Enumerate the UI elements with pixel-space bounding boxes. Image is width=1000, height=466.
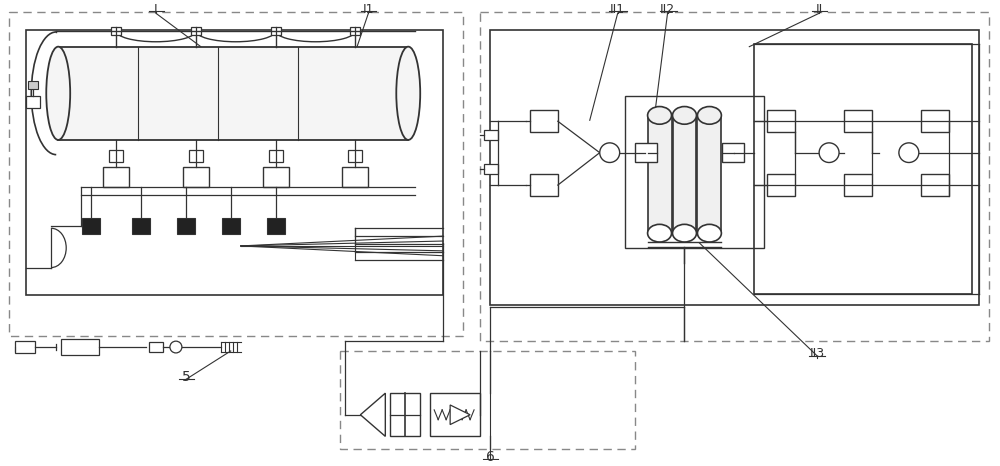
Ellipse shape <box>673 224 696 242</box>
Circle shape <box>170 341 182 353</box>
Bar <box>348 150 362 162</box>
Bar <box>28 81 38 89</box>
Text: I: I <box>154 3 158 16</box>
Bar <box>754 44 972 294</box>
Text: II: II <box>815 3 823 16</box>
Ellipse shape <box>396 47 420 140</box>
Bar <box>9 12 463 336</box>
Bar <box>530 110 558 132</box>
Circle shape <box>819 143 839 163</box>
Bar <box>921 110 949 132</box>
Bar <box>177 219 195 234</box>
Bar <box>697 116 721 233</box>
Bar <box>191 27 201 35</box>
Bar <box>490 30 979 305</box>
Bar <box>267 219 285 234</box>
Bar <box>183 167 209 187</box>
Bar <box>844 174 872 196</box>
Bar <box>430 393 480 436</box>
Bar <box>103 167 129 187</box>
Bar <box>844 110 872 132</box>
Bar <box>269 150 283 162</box>
Ellipse shape <box>673 107 696 124</box>
Bar <box>15 341 35 353</box>
Bar <box>722 143 744 163</box>
Text: 5: 5 <box>182 370 190 384</box>
Bar <box>340 351 635 449</box>
Bar <box>530 174 558 196</box>
Bar <box>222 219 240 234</box>
Circle shape <box>899 143 919 163</box>
Bar <box>26 30 443 295</box>
Ellipse shape <box>697 107 721 124</box>
Bar <box>480 12 989 341</box>
Bar <box>921 174 949 196</box>
Bar <box>263 167 289 187</box>
Circle shape <box>600 143 620 163</box>
Bar <box>390 393 420 436</box>
Bar <box>767 174 795 196</box>
Text: 6: 6 <box>486 450 494 464</box>
Ellipse shape <box>46 47 70 140</box>
Polygon shape <box>360 393 385 436</box>
Bar <box>350 27 360 35</box>
Ellipse shape <box>648 224 672 242</box>
Polygon shape <box>450 405 470 425</box>
Bar <box>625 96 764 248</box>
Bar <box>109 150 123 162</box>
Bar <box>635 143 657 163</box>
Bar <box>484 164 498 174</box>
Ellipse shape <box>697 224 721 242</box>
Text: I1: I1 <box>363 3 374 16</box>
Bar <box>111 27 121 35</box>
Text: II2: II2 <box>660 3 675 16</box>
Bar <box>673 116 696 233</box>
Bar <box>342 167 368 187</box>
Bar <box>767 110 795 132</box>
Bar <box>484 130 498 140</box>
Text: II1: II1 <box>610 3 625 16</box>
Bar <box>82 219 100 234</box>
Bar <box>61 339 99 355</box>
Ellipse shape <box>648 107 672 124</box>
Bar <box>149 342 163 352</box>
Bar <box>58 47 408 140</box>
Bar <box>648 116 672 233</box>
Bar <box>271 27 281 35</box>
Bar <box>189 150 203 162</box>
Text: II3: II3 <box>810 348 825 360</box>
Bar <box>132 219 150 234</box>
Bar <box>26 96 40 108</box>
